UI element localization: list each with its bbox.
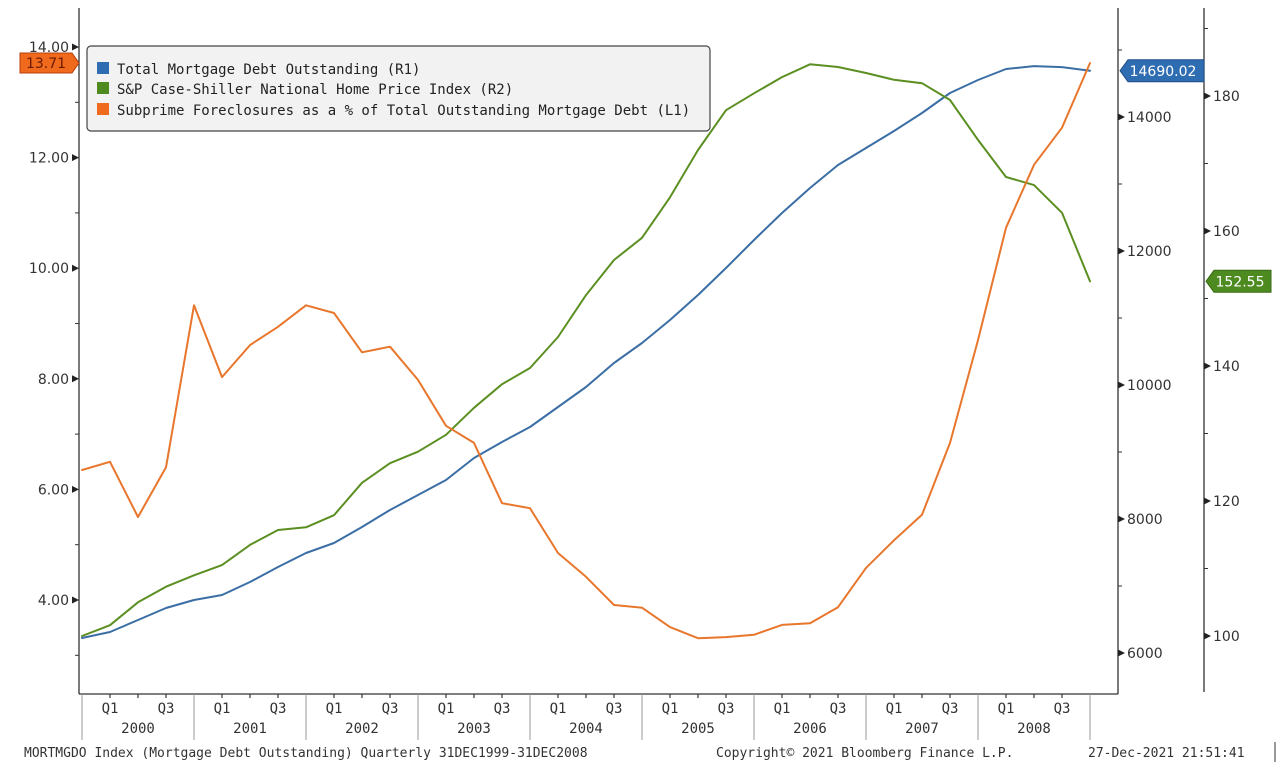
x-axis-quarter-label: Q3 [494, 701, 511, 717]
last-value-tag-l1-text: 13.71 [26, 56, 66, 72]
legend-swatch-l1 [97, 103, 109, 115]
left-axis-tick [72, 43, 79, 51]
right-axis-2-tick-label: 140 [1213, 359, 1240, 375]
legend-label-r2: S&P Case-Shiller National Home Price Ind… [117, 82, 513, 98]
right-axis-1-tick [1118, 113, 1125, 121]
x-axis-quarter-label: Q1 [102, 701, 119, 717]
series-line-subprime-foreclosures [81, 62, 1091, 640]
left-axis-tick-label: 10.00 [29, 261, 69, 277]
legend-label-l1: Subprime Foreclosures as a % of Total Ou… [117, 103, 690, 119]
left-axis-tick-label: 6.00 [38, 482, 69, 498]
footer-source: MORTMGDO Index (Mortgage Debt Outstandin… [24, 746, 588, 761]
left-axis-tick [72, 485, 79, 493]
x-axis-year-label: 2008 [1017, 721, 1051, 737]
series-line-mortgage-debt [81, 65, 1091, 639]
left-axis-tick [72, 596, 79, 604]
value-tags: 13.71 14690.02 152.55 [19, 52, 1272, 293]
right-axis-1-tick-label: 12000 [1127, 244, 1172, 260]
footer-timestamp: 27-Dec-2021 21:51:41 [1088, 746, 1245, 761]
right-axis-1-tick-label: 6000 [1127, 646, 1163, 662]
x-axis-quarter-label: Q3 [1054, 701, 1071, 717]
footer: MORTMGDO Index (Mortgage Debt Outstandin… [24, 742, 1276, 762]
left-axis-tick [72, 154, 79, 162]
right-axis-1-tick [1118, 649, 1125, 657]
right-axis-2-tick-label: 100 [1213, 629, 1240, 645]
series-layer [81, 62, 1091, 640]
legend: Total Mortgage Debt Outstanding (R1) S&P… [86, 45, 711, 132]
x-axis-quarter-label: Q3 [942, 701, 959, 717]
x-axis-quarter-label: Q1 [662, 701, 679, 717]
right-axis-1-tick [1118, 515, 1125, 523]
x-axis-year-label: 2005 [681, 721, 715, 737]
right-axis-1-tick [1118, 247, 1125, 255]
x-axis-year-label: 2003 [457, 721, 491, 737]
x-axis-quarter-label: Q1 [550, 701, 567, 717]
right-axis-2-tick-label: 180 [1213, 89, 1240, 105]
left-axis-tick [72, 264, 79, 272]
right-axis-2-tick-label: 120 [1213, 494, 1240, 510]
left-axis-tick-label: 12.00 [29, 151, 69, 167]
right-axis-2-tick [1204, 497, 1211, 505]
right-axis-2-tick [1204, 92, 1211, 100]
right-axis-2-tick [1204, 227, 1211, 235]
footer-copyright: Copyright© 2021 Bloomberg Finance L.P. [716, 746, 1013, 761]
x-axis-quarter-label: Q1 [998, 701, 1015, 717]
last-value-tag-r1 [1119, 59, 1205, 83]
right-axis-1-tick-label: 14000 [1127, 110, 1172, 126]
x-axis-quarter-label: Q1 [886, 701, 903, 717]
right-axis-1-tick [1118, 381, 1125, 389]
right-axis-2-tick [1204, 362, 1211, 370]
x-axis-quarter-label: Q3 [606, 701, 623, 717]
last-value-tag-r2 [1205, 269, 1272, 293]
legend-swatch-r2 [97, 82, 109, 94]
right-axis-2-tick-label: 160 [1213, 224, 1240, 240]
last-value-tag-r1-text: 14690.02 [1130, 64, 1197, 80]
left-axis-tick-label: 14.00 [29, 40, 69, 56]
x-axis-quarter-label: Q3 [830, 701, 847, 717]
legend-box [86, 45, 711, 132]
right-axis-1-tick-label: 8000 [1127, 512, 1163, 528]
x-axis-year-label: 2004 [569, 721, 603, 737]
last-value-tag-r2-text: 152.55 [1216, 274, 1265, 290]
x-axis-quarter-label: Q1 [438, 701, 455, 717]
left-axis-tick [72, 375, 79, 383]
x-axis-quarter-label: Q1 [774, 701, 791, 717]
x-axis-year-label: 2002 [345, 721, 379, 737]
x-axis-quarter-label: Q1 [326, 701, 343, 717]
axes: 4.00 6.00 8.00 10.00 12.00 14.00 6000 8000 10000… [29, 8, 1240, 740]
x-axis-year-label: 2006 [793, 721, 827, 737]
right-axis-2-tick [1204, 632, 1211, 640]
x-axis-quarter-label: Q3 [270, 701, 287, 717]
left-axis-tick-label: 4.00 [38, 593, 69, 609]
x-axis-quarter-label: Q3 [718, 701, 735, 717]
series-line-case-shiller [81, 63, 1091, 637]
x-axis-quarter-label: Q1 [214, 701, 231, 717]
x-axis-year-label: 2000 [121, 721, 155, 737]
x-axis-quarter-label: Q3 [382, 701, 399, 717]
legend-label-r1: Total Mortgage Debt Outstanding (R1) [117, 62, 420, 78]
right-axis-1-tick-label: 10000 [1127, 378, 1172, 394]
x-axis-year-label: 2001 [233, 721, 267, 737]
last-value-tag-l1 [19, 52, 80, 74]
x-axis-quarter-label: Q3 [158, 701, 175, 717]
x-axis-year-label: 2007 [905, 721, 939, 737]
left-axis-tick-label: 8.00 [38, 372, 69, 388]
legend-swatch-r1 [97, 62, 109, 74]
